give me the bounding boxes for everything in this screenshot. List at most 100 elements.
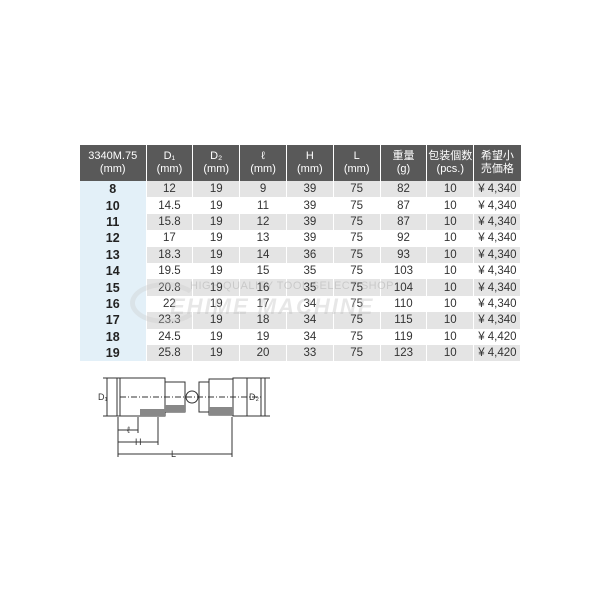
size-cell: 15 <box>80 279 147 296</box>
table-cell: 75 <box>333 213 381 231</box>
table-cell: 39 <box>286 230 334 247</box>
header-text: (mm) <box>156 163 183 175</box>
table-cell: 92 <box>380 230 428 247</box>
size-cell: 18 <box>80 328 147 345</box>
table-cell: 75 <box>333 197 381 214</box>
column-header: L (mm) <box>333 145 381 181</box>
size-cell: 8 <box>80 181 147 198</box>
table-cell: ¥ 4,340 <box>473 213 521 231</box>
table-cell: 75 <box>333 262 381 280</box>
size-cell: 10 <box>80 197 147 214</box>
table-cell: 19.5 <box>146 262 194 280</box>
table-cell: 10 <box>426 312 475 329</box>
table-row: 16 22 19 17 34 75 110 10 ¥ 4,340 <box>80 295 521 313</box>
table-cell: 10 <box>426 279 475 296</box>
table-cell: 19 <box>192 344 241 362</box>
header-text: (mm) <box>297 163 323 175</box>
table-cell: 19 <box>192 246 241 263</box>
header-text: (mm) <box>203 163 230 175</box>
table-row: 8 12 19 9 39 75 82 10 ¥ 4,340 <box>80 181 521 198</box>
label-l: L <box>171 449 176 459</box>
table-cell: 115 <box>380 312 428 329</box>
table-cell: 75 <box>333 312 381 329</box>
table-cell: 13 <box>239 230 287 247</box>
table-cell: 18.3 <box>146 246 194 263</box>
table-cell: 75 <box>333 279 381 296</box>
header-text: (mm) <box>343 163 370 175</box>
table-cell: 34 <box>286 295 334 313</box>
table-cell: 10 <box>426 262 475 280</box>
table-cell: 10 <box>426 213 475 231</box>
table-cell: 10 <box>426 295 475 313</box>
table-cell: 19 <box>192 312 241 329</box>
table-cell: ¥ 4,340 <box>473 312 521 329</box>
table-cell: 20.8 <box>146 279 194 296</box>
table-cell: 35 <box>286 262 334 280</box>
header-text: 3340M.75 <box>88 150 138 162</box>
table-row: 17 23.3 19 18 34 75 115 10 ¥ 4,340 <box>80 312 521 329</box>
table-cell: 93 <box>380 246 428 263</box>
table-cell: 17 <box>239 295 287 313</box>
label-d2: D₂ <box>249 392 259 402</box>
table-cell: 75 <box>333 295 381 313</box>
column-header: H (mm) <box>286 145 334 181</box>
table-cell: 123 <box>380 344 428 362</box>
spec-table: 3340M.75 (mm) D₁ (mm) D₂ (mm) ℓ (mm) H (mm) L (mm) 重… <box>80 145 521 362</box>
column-header: 希望小 売価格 <box>473 145 521 181</box>
column-header: D₁ (mm) <box>146 145 194 181</box>
table-cell: 10 <box>426 328 475 345</box>
header-text: 希望小 <box>480 150 514 162</box>
size-cell: 11 <box>80 213 147 231</box>
table-cell: 19 <box>192 197 241 214</box>
table-cell: 110 <box>380 295 428 313</box>
table-row: 15 20.8 19 16 35 75 104 10 ¥ 4,340 <box>80 279 521 296</box>
header-row: 3340M.75 (mm) D₁ (mm) D₂ (mm) ℓ (mm) H (mm) L (mm) 重… <box>80 145 521 181</box>
table-row: 11 15.8 19 12 39 75 87 10 ¥ 4,340 <box>80 213 521 231</box>
table-cell: 15 <box>239 262 287 280</box>
header-text: ℓ <box>261 150 265 162</box>
table-cell: 39 <box>286 197 334 214</box>
size-cell: 16 <box>80 295 147 313</box>
table-cell: 15.8 <box>146 213 194 231</box>
table-cell: 19 <box>192 230 241 247</box>
column-header: D₂ (mm) <box>192 145 241 181</box>
column-header: ℓ (mm) <box>239 145 287 181</box>
table-cell: 33 <box>286 344 334 362</box>
table-cell: 19 <box>239 328 287 345</box>
table-cell: ¥ 4,340 <box>473 230 521 247</box>
header-text: D₁ <box>163 150 176 162</box>
table-cell: 119 <box>380 328 428 345</box>
table-cell: 39 <box>286 181 334 198</box>
size-cell: 17 <box>80 312 147 329</box>
table-cell: 20 <box>239 344 287 362</box>
header-text: (mm) <box>250 163 276 175</box>
size-cell: 12 <box>80 230 147 247</box>
table-cell: ¥ 4,340 <box>473 181 521 198</box>
table-cell: 36 <box>286 246 334 263</box>
table-cell: 10 <box>426 181 475 198</box>
table-cell: 10 <box>426 246 475 263</box>
table-cell: 87 <box>380 213 428 231</box>
table-cell: 19 <box>192 262 241 280</box>
label-h: H <box>135 437 142 447</box>
table-cell: 16 <box>239 279 287 296</box>
table-cell: ¥ 4,340 <box>473 197 521 214</box>
size-cell: 14 <box>80 262 147 280</box>
table-cell: 10 <box>426 197 475 214</box>
table-row: 10 14.5 19 11 39 75 87 10 ¥ 4,340 <box>80 197 521 214</box>
table-cell: 19 <box>192 279 241 296</box>
table-cell: ¥ 4,420 <box>473 344 521 362</box>
header-text: H <box>305 150 314 162</box>
size-cell: 13 <box>80 246 147 263</box>
socket-diagram: D₁ D₂ ℓ H L <box>98 377 270 459</box>
table-row: 13 18.3 19 14 36 75 93 10 ¥ 4,340 <box>80 246 521 263</box>
table-cell: 75 <box>333 328 381 345</box>
table-cell: 75 <box>333 181 381 198</box>
table-cell: 87 <box>380 197 428 214</box>
header-text: L <box>353 150 360 162</box>
table-row: 14 19.5 19 15 35 75 103 10 ¥ 4,340 <box>80 262 521 280</box>
table-cell: 75 <box>333 344 381 362</box>
column-header: 重量 (g) <box>380 145 428 181</box>
table-cell: 22 <box>146 295 194 313</box>
label-d1: D₁ <box>98 392 108 402</box>
